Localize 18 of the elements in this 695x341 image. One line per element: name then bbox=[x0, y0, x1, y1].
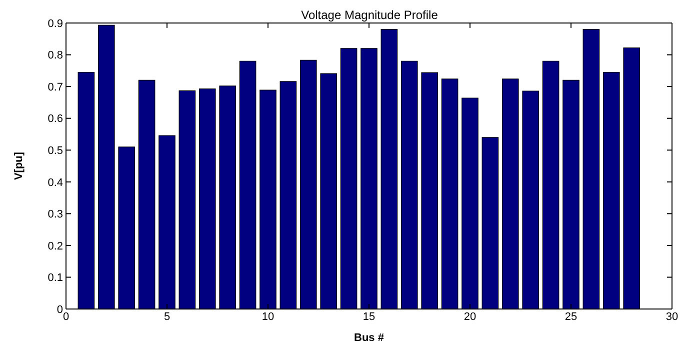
y-tick-label: 0.6 bbox=[48, 113, 63, 126]
x-tick-label: 25 bbox=[564, 310, 578, 323]
y-tick-label: 0.8 bbox=[48, 50, 63, 62]
y-tick-label: 0.4 bbox=[48, 176, 63, 189]
x-tick-label: 20 bbox=[464, 310, 476, 323]
chart-title: Voltage Magnitude Profile bbox=[301, 8, 438, 22]
y-tick-label: 0.5 bbox=[48, 145, 63, 158]
x-axis-title: Bus # bbox=[354, 332, 384, 341]
y-tick-label: 0.1 bbox=[48, 272, 63, 284]
x-tick-label: 30 bbox=[666, 310, 678, 323]
x-tick-label: 5 bbox=[164, 310, 170, 323]
y-tick-label: 0.7 bbox=[48, 81, 63, 94]
y-axis-title: V[pu] bbox=[12, 152, 25, 180]
y-tick-label: 0.3 bbox=[48, 208, 63, 221]
y-tick-label: 0.2 bbox=[48, 240, 63, 252]
x-tick-label: 10 bbox=[262, 310, 274, 323]
y-tick-label: 0.9 bbox=[48, 18, 63, 30]
x-tick-label: 15 bbox=[362, 310, 376, 323]
